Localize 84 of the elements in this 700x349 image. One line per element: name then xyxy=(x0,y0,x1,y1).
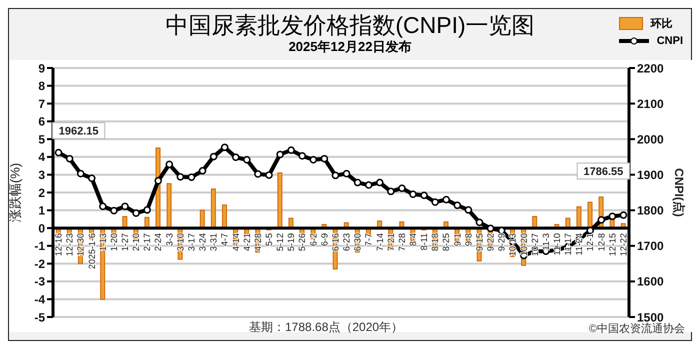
x-tick-label: 2-10 xyxy=(131,233,142,252)
y-tick-label: -4 xyxy=(34,292,46,306)
x-tick-label: 4-7 xyxy=(220,233,230,246)
x-tick-label: 12-15 xyxy=(607,233,618,256)
x-tick-label: 11-17 xyxy=(563,233,574,256)
y-tick-label: 1 xyxy=(38,204,46,218)
x-tick-label: 12-30 xyxy=(76,233,86,256)
x-tick-label: 9-8 xyxy=(463,233,474,246)
y-tick-label: 4 xyxy=(38,150,46,164)
y-tick-label: 6 xyxy=(38,114,46,129)
x-tick-label: 7-7 xyxy=(364,233,374,246)
x-tick-label: 12-23 xyxy=(64,233,75,256)
chart-title: 中国尿素批发价格指数(CNPI)一览图 xyxy=(165,12,535,38)
y2-tick-label: 1700 xyxy=(637,239,664,254)
text: 基期：1788.68点（2020年） xyxy=(249,319,404,336)
x-tick-label: 8-4 xyxy=(408,233,418,246)
x-tick-label: 5-12 xyxy=(275,233,286,252)
x-tick-label: 3-10 xyxy=(175,233,186,252)
x-tick-label: 5-5 xyxy=(264,233,274,246)
data-label: 1786.55 xyxy=(583,166,624,178)
text: ©中国农资流通协会 xyxy=(588,322,685,336)
x-tick-label: 7-21 xyxy=(386,233,396,252)
y-tick-label: 7 xyxy=(38,96,46,111)
x-tick-label: 3-24 xyxy=(198,233,208,252)
x-tick-label: 2-17 xyxy=(142,233,152,252)
y-tick-label: 9 xyxy=(38,61,46,76)
x-tick-label: 6-16 xyxy=(330,233,340,252)
x-tick-label: 4-28 xyxy=(252,233,263,252)
y-axis-title: 涨跌幅(%) xyxy=(8,162,23,222)
x-tick-label: 8-18 xyxy=(430,233,440,252)
x-tick-label: 9-22 xyxy=(486,233,496,252)
y2-tick-label: 2100 xyxy=(637,96,664,111)
y-tick-label: 8 xyxy=(38,79,46,94)
x-tick-label: 9-15 xyxy=(474,233,484,252)
x-tick-label: 1-13 xyxy=(98,233,108,252)
x-tick-label: 7-28 xyxy=(396,233,407,252)
chart-subtitle: 2025年12月22日发布 xyxy=(288,39,412,54)
x-tick-label: 4-14 xyxy=(230,233,241,252)
x-tick-label: 4-21 xyxy=(242,233,252,252)
legend-label: CNPI xyxy=(656,34,683,46)
y2-tick-label: 2200 xyxy=(637,61,664,76)
x-tick-label: 6-23 xyxy=(342,233,352,252)
x-tick-label: 8-11 xyxy=(419,233,430,250)
y-tick-label: -2 xyxy=(34,256,46,271)
x-tick-label: 2-24 xyxy=(153,233,164,252)
x-tick-label: 3-31 xyxy=(208,233,219,252)
y2-tick-label: 1900 xyxy=(637,168,664,182)
x-tick-label: 3-3 xyxy=(164,233,174,246)
x-tick-label: 8-25 xyxy=(441,233,452,252)
y2-axis-title: CNPI(点) xyxy=(672,168,686,217)
x-tick-label: 9-29 xyxy=(496,233,507,252)
x-tick-label: 1-20 xyxy=(108,233,119,252)
y-tick-label: 0 xyxy=(38,221,46,236)
x-tick-label: 12-16 xyxy=(54,233,64,256)
y-tick-label: -3 xyxy=(34,274,46,289)
x-tick-label: 6-2 xyxy=(308,233,318,246)
y-tick-label: -5 xyxy=(34,310,46,324)
y2-tick-label: 1800 xyxy=(637,204,664,218)
y-tick-label: 3 xyxy=(38,168,46,182)
x-tick-label: 5-26 xyxy=(297,233,308,252)
x-tick-label: 11-24 xyxy=(574,233,584,256)
x-tick-label: 1-27 xyxy=(120,233,130,252)
x-tick-label: 10-20 xyxy=(518,233,529,256)
data-label: 1962.15 xyxy=(58,126,99,138)
x-tick-label: 2025-1-6 xyxy=(86,233,97,270)
y2-tick-label: 2000 xyxy=(637,132,664,146)
x-tick-label: 5-19 xyxy=(286,233,296,252)
legend-label: 环比 xyxy=(650,16,673,31)
x-tick-label: 6-9 xyxy=(319,233,330,246)
y2-tick-label: 1600 xyxy=(637,274,664,289)
x-tick-label: 7-14 xyxy=(374,233,385,252)
y-tick-label: 2 xyxy=(38,186,46,200)
y-tick-label: 5 xyxy=(38,132,46,146)
x-tick-label: 9-1 xyxy=(452,233,462,246)
x-tick-label: 6-30 xyxy=(352,233,363,252)
x-tick-label: 10-13 xyxy=(508,233,518,256)
x-tick-label: 11-3 xyxy=(540,233,551,250)
x-tick-label: 12-22 xyxy=(618,233,628,256)
x-tick-label: 12-8 xyxy=(596,233,606,252)
y-tick-label: -1 xyxy=(34,239,46,254)
x-tick-label: 3-17 xyxy=(186,233,196,252)
x-tick-label: 10-27 xyxy=(530,233,540,256)
x-tick-label: 12-1 xyxy=(585,233,596,252)
x-tick-label: 11-10 xyxy=(552,233,562,256)
